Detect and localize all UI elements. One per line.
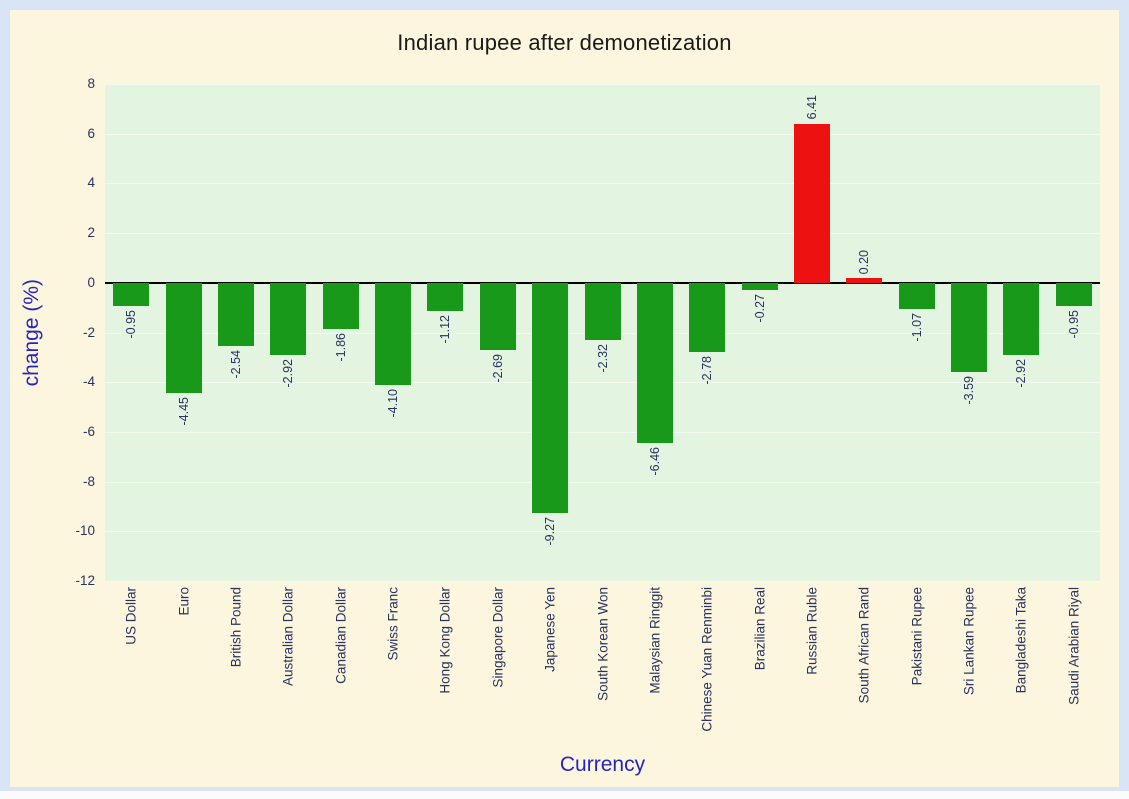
bar xyxy=(217,282,254,346)
x-axis-tick: Singapore Dollar xyxy=(490,587,506,688)
gridline xyxy=(105,481,1100,483)
bar xyxy=(113,282,150,307)
bar-value-label: 0.20 xyxy=(857,249,872,274)
bar xyxy=(846,277,883,283)
bar-value-label: -2.92 xyxy=(1014,359,1029,388)
x-axis-tick: South Korean Won xyxy=(595,587,610,701)
y-axis-tick: 6 xyxy=(87,125,95,141)
x-axis-tick: Brazilian Real xyxy=(752,587,768,671)
gridline xyxy=(105,581,1100,582)
plot-area: -0.95 -4.45 -2.54 -2.92 -1.86 -4.10 -1.12 -2.69… xyxy=(105,84,1100,582)
y-axis-tick: -2 xyxy=(82,324,95,340)
gridline xyxy=(105,531,1100,533)
y-axis-tick: -6 xyxy=(82,423,95,439)
bar xyxy=(951,282,988,372)
x-axis-tick: British Pound xyxy=(228,587,244,668)
y-axis-tick: -10 xyxy=(75,523,95,539)
x-axis-tick: Australian Dollar xyxy=(280,587,296,687)
bar-value-label: -4.45 xyxy=(176,397,191,426)
bar xyxy=(322,282,359,330)
bar xyxy=(375,282,412,385)
gridline xyxy=(105,183,1100,185)
bar xyxy=(165,282,202,394)
y-axis-tick: 2 xyxy=(87,225,95,241)
bar-value-label: -3.59 xyxy=(962,376,977,405)
bar-value-label: -4.10 xyxy=(386,388,401,418)
bar xyxy=(898,282,935,310)
x-axis-tick: Sri Lankan Rupee xyxy=(961,587,977,696)
bar xyxy=(532,282,569,514)
gridline xyxy=(105,84,1100,85)
y-axis-tick: -4 xyxy=(82,374,95,390)
x-axis-tick: Japanese Yen xyxy=(542,587,558,672)
x-axis-label-box: Currency xyxy=(105,753,1100,777)
x-axis-label: Currency xyxy=(559,753,646,776)
bar-value-label: -1.12 xyxy=(438,314,453,344)
bar-value-label: -2.78 xyxy=(700,355,715,385)
bar xyxy=(270,282,307,356)
y-axis-tick: 0 xyxy=(87,274,95,290)
x-axis-tick: US Dollar xyxy=(123,587,139,645)
bar xyxy=(741,282,778,290)
bar xyxy=(479,282,516,350)
bar-value-label: -2.69 xyxy=(490,353,505,383)
bar-value-label: -2.54 xyxy=(228,349,243,379)
gridline xyxy=(105,382,1100,384)
gridline xyxy=(105,233,1100,235)
y-axis-tick: -8 xyxy=(82,473,95,489)
bar-value-label: -2.32 xyxy=(595,344,610,373)
window-bottom-edge xyxy=(0,791,1129,799)
gridline xyxy=(105,133,1100,135)
x-axis-tick: Chinese Yuan Renminbi xyxy=(699,587,715,732)
bar-value-label: -1.86 xyxy=(333,333,348,362)
y-axis-tick: 8 xyxy=(87,76,95,91)
x-axis-tick: Hong Kong Dollar xyxy=(437,587,453,694)
bar xyxy=(1003,282,1040,356)
gridline xyxy=(105,431,1100,433)
bar-value-label: -0.95 xyxy=(1066,310,1081,339)
bar xyxy=(793,123,830,283)
bar xyxy=(584,282,621,341)
y-axis-tick: -12 xyxy=(75,573,95,588)
y-axis-ticks: 8 6 4 2 0 -2 -4 -6 -8 -10 -12 xyxy=(55,76,95,588)
bar-value-label: -1.07 xyxy=(909,313,924,342)
x-axis-tick: Malaysian Ringgit xyxy=(647,587,663,694)
y-axis-label-box: change (%) xyxy=(14,84,50,581)
y-axis-label: change (%) xyxy=(20,278,43,387)
x-axis-tick: South African Rand xyxy=(856,587,872,704)
x-axis-tick: Pakistani Rupee xyxy=(909,587,925,686)
bar xyxy=(636,282,673,444)
bar xyxy=(1055,282,1092,307)
bar-value-label: -6.46 xyxy=(647,447,662,476)
x-axis-tick: Russian Ruble xyxy=(804,587,820,675)
x-axis-tick: Canadian Dollar xyxy=(333,587,349,684)
bar-value-label: -0.95 xyxy=(124,310,139,339)
y-axis-tick: 4 xyxy=(87,175,95,191)
chart-title: Indian rupee after demonetization xyxy=(397,30,732,55)
chart-panel: Indian rupee after demonetization change… xyxy=(10,10,1119,787)
bar xyxy=(689,282,726,352)
bar-value-label: 6.41 xyxy=(804,95,819,120)
bar-value-label: -0.27 xyxy=(752,293,767,323)
x-axis-tick: Bangladeshi Taka xyxy=(1013,587,1029,694)
bar xyxy=(427,282,464,311)
x-axis-tick: Swiss Franc xyxy=(385,587,401,661)
x-axis-tick: Euro xyxy=(176,587,192,616)
bar-value-label: -9.27 xyxy=(543,517,558,546)
bar-value-label: -2.92 xyxy=(281,359,296,388)
x-axis-tick: Saudi Arabian Riyal xyxy=(1066,587,1082,705)
